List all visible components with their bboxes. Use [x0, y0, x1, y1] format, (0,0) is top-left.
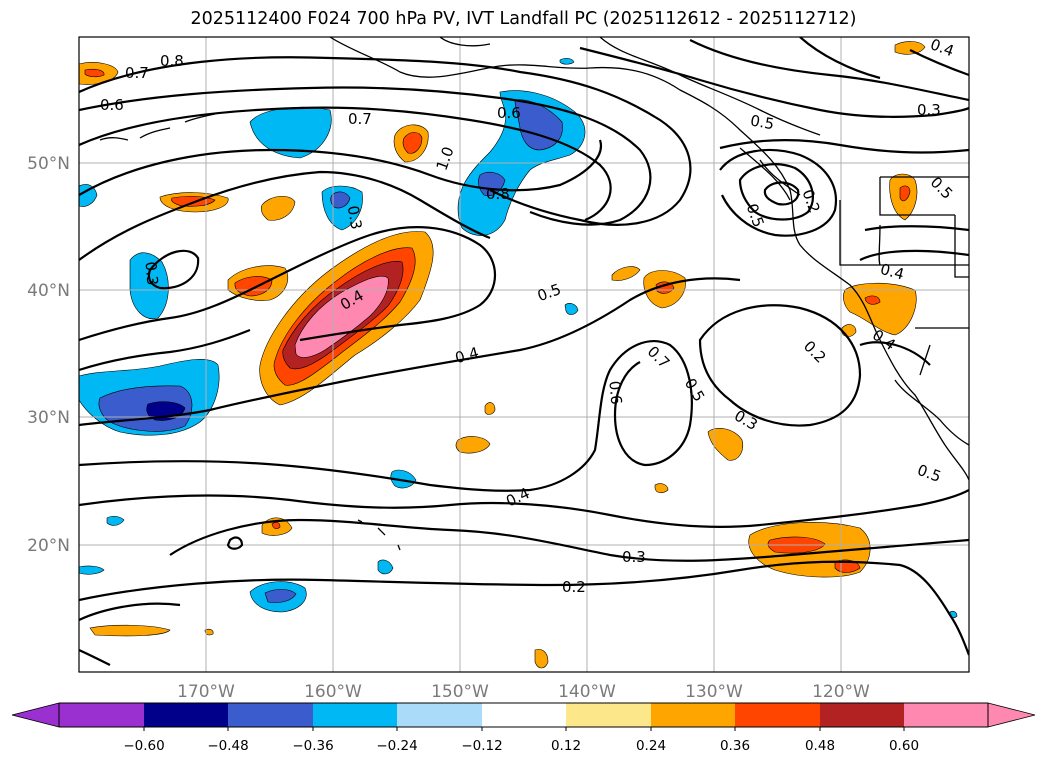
- colorbar-segment: [651, 703, 735, 727]
- pv-positive-region: [271, 522, 281, 529]
- pv-positive-region: [707, 427, 743, 461]
- contour-label: 0.6: [605, 380, 625, 405]
- colorbar-segment: [144, 703, 228, 727]
- colorbar-tick-label: 0.36: [720, 738, 750, 754]
- contour-label: 0.8: [486, 185, 510, 203]
- pv-positive-region: [84, 68, 105, 78]
- map-panel: 0.8 0.7 0.6 0.7 1.0 0.8 0.6 0.3 0.3 0.4 …: [78, 35, 970, 673]
- colorbar-tick-label: −0.24: [376, 738, 417, 754]
- colorbar-tick-label: 0.48: [805, 738, 835, 754]
- pv-negative-region: [129, 252, 169, 320]
- pv-positive-region: [260, 196, 296, 221]
- contour-label: 0.3: [344, 204, 366, 231]
- pv-negative-region: [79, 565, 105, 575]
- pv-positive-region: [484, 402, 496, 415]
- contour-label: 0.4: [453, 343, 481, 367]
- colorbar-segment: [313, 703, 397, 727]
- pv-positive-region: [894, 41, 926, 55]
- pv-positive-region: [455, 436, 491, 454]
- colorbar-tick-label: −0.12: [461, 738, 502, 754]
- colorbar-segment: [482, 703, 566, 727]
- colorbar-tick-label: −0.48: [207, 738, 248, 754]
- longitude-axis: 170°W 160°W 150°W 140°W 130°W 120°W: [177, 682, 870, 702]
- contour-label: 0.3: [622, 548, 646, 566]
- pv-positive-region: [611, 266, 641, 281]
- pv-negative-region: [514, 99, 563, 151]
- pv-positive-region: [402, 132, 423, 154]
- pv-positive-region: [654, 483, 669, 494]
- pv-positive-region: [864, 295, 881, 305]
- colorbar-tick-label: −0.36: [292, 738, 333, 754]
- contour-label: 0.7: [348, 110, 372, 128]
- pv-contours: [79, 37, 969, 666]
- pv-positive-region: [234, 276, 273, 297]
- map-frame: [78, 36, 970, 673]
- colorbar-segment: [228, 703, 313, 727]
- contour-label: 0.8: [160, 52, 184, 70]
- graticule: [79, 37, 969, 672]
- colorbar-tick-label: 0.24: [636, 738, 666, 754]
- contour-label: 0.7: [125, 64, 149, 82]
- lon-label: 130°W: [685, 682, 743, 702]
- contour-label: 0.4: [928, 35, 957, 60]
- lat-label: 50°N: [27, 154, 70, 174]
- contour-label: 0.6: [497, 104, 521, 122]
- pv-negative-region: [377, 559, 394, 575]
- colorbar-tick-label: 0.12: [551, 738, 581, 754]
- pv-positive-region: [899, 185, 911, 202]
- lat-label: 30°N: [27, 408, 70, 428]
- contour-label: 0.6: [100, 96, 124, 114]
- colorbar-segment: [59, 703, 144, 727]
- colorbar-tick-label: 0.60: [889, 738, 919, 754]
- contour-label: 0.3: [917, 101, 941, 119]
- contour-label: 0.5: [749, 111, 776, 133]
- lat-label: 20°N: [27, 536, 70, 556]
- colorbar-over-arrow: [987, 702, 1036, 728]
- colorbar-segment: [904, 703, 988, 727]
- pv-positive-region: [534, 649, 549, 669]
- lon-label: 170°W: [177, 682, 235, 702]
- pv-positive-region: [89, 624, 171, 637]
- lon-label: 140°W: [558, 682, 616, 702]
- contour-label: 0.2: [562, 578, 586, 596]
- map-title: 2025112400 F024 700 hPa PV, IVT Landfall…: [190, 9, 857, 29]
- lon-label: 160°W: [304, 682, 362, 702]
- colorbar-segment: [735, 703, 820, 727]
- pv-negative-region: [330, 191, 351, 209]
- pv-negative-region: [79, 184, 98, 207]
- pv-shading: [79, 41, 958, 669]
- contour-label: 0.4: [878, 260, 906, 284]
- latitude-axis: 50°N 40°N 30°N 20°N: [27, 154, 70, 556]
- lon-label: 150°W: [431, 682, 489, 702]
- pv-negative-region: [559, 57, 575, 65]
- pv-negative-region: [564, 303, 579, 315]
- colorbar-tick-label: −0.60: [123, 738, 164, 754]
- pv-negative-region: [106, 515, 125, 526]
- colorbar: −0.60 −0.48 −0.36 −0.24 −0.12 0.12 0.24 …: [11, 702, 1036, 754]
- colorbar-segment: [820, 703, 904, 727]
- pv-negative-region: [264, 589, 297, 603]
- lat-label: 40°N: [27, 281, 70, 301]
- colorbar-under-arrow: [11, 702, 60, 728]
- colorbar-segment: [566, 703, 651, 727]
- pv-positive-region: [841, 324, 857, 337]
- colorbar-segment: [397, 703, 482, 727]
- pv-positive-region: [843, 282, 917, 336]
- contour-label: 0.3: [141, 261, 161, 286]
- lon-label: 120°W: [812, 682, 870, 702]
